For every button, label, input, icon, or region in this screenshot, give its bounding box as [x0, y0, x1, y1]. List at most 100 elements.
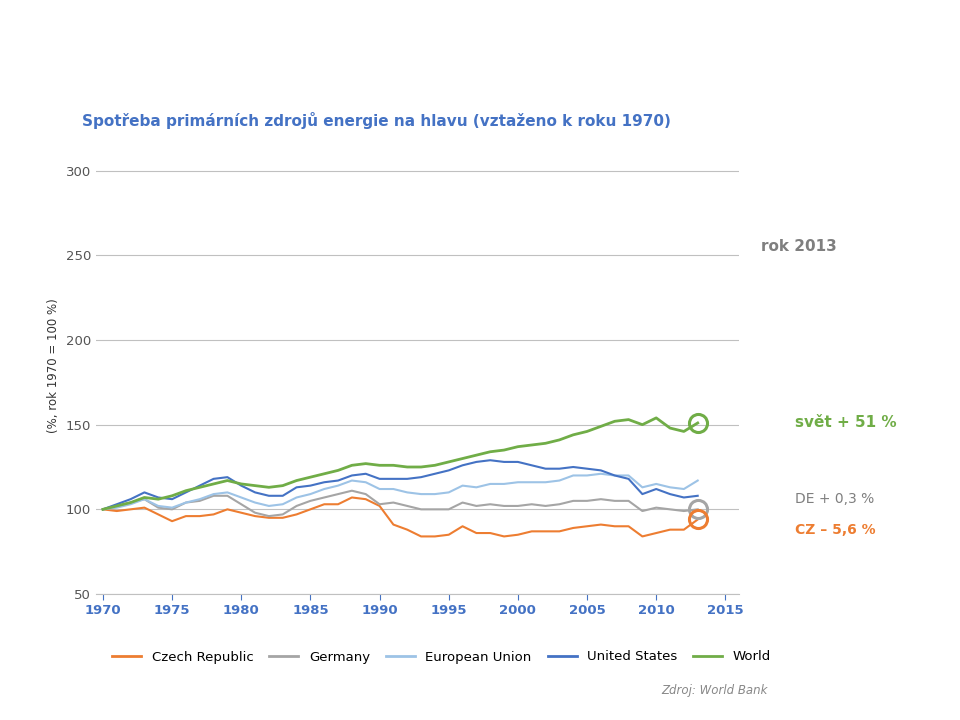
Germany — [111, 502, 123, 510]
United States — [678, 493, 689, 502]
Czech Republic — [609, 522, 620, 531]
European Union — [595, 469, 607, 478]
United States — [416, 473, 427, 482]
Czech Republic — [180, 512, 192, 521]
World — [457, 454, 468, 463]
United States — [304, 481, 316, 490]
European Union — [609, 471, 620, 480]
Czech Republic — [373, 502, 385, 510]
European Union — [125, 500, 136, 508]
United States — [332, 476, 344, 485]
European Union — [526, 478, 538, 487]
Germany — [401, 502, 413, 510]
United States — [512, 458, 523, 467]
European Union — [429, 490, 441, 498]
European Union — [250, 498, 261, 507]
Czech Republic — [250, 512, 261, 521]
Germany — [443, 505, 454, 513]
Czech Republic — [97, 505, 108, 513]
United States — [429, 469, 441, 478]
Czech Republic — [263, 513, 275, 522]
European Union — [443, 488, 454, 497]
European Union — [623, 471, 635, 480]
European Union — [194, 495, 205, 503]
United States — [651, 485, 662, 493]
United States — [485, 456, 496, 464]
Czech Republic — [512, 531, 523, 539]
World — [429, 461, 441, 469]
European Union — [470, 483, 482, 492]
European Union — [401, 488, 413, 497]
Czech Republic — [401, 526, 413, 534]
United States — [222, 473, 233, 482]
World — [664, 424, 676, 433]
Y-axis label: (%, rok 1970 = 100 %): (%, rok 1970 = 100 %) — [47, 298, 60, 433]
Germany — [347, 487, 358, 495]
Germany — [153, 503, 164, 512]
European Union — [207, 490, 219, 498]
United States — [692, 492, 704, 500]
European Union — [554, 476, 565, 485]
Germany — [235, 500, 247, 508]
Czech Republic — [595, 521, 607, 529]
Czech Republic — [291, 510, 302, 518]
United States — [153, 493, 164, 502]
Germany — [388, 498, 399, 507]
Czech Republic — [235, 508, 247, 517]
Czech Republic — [332, 500, 344, 508]
United States — [567, 463, 579, 472]
European Union — [180, 498, 192, 507]
European Union — [540, 478, 551, 487]
United States — [166, 495, 178, 503]
World — [263, 483, 275, 492]
European Union — [485, 480, 496, 488]
United States — [582, 464, 593, 473]
European Union — [636, 483, 648, 492]
European Union — [567, 471, 579, 480]
United States — [636, 490, 648, 498]
World — [125, 498, 136, 507]
European Union — [498, 480, 510, 488]
European Union — [138, 495, 150, 503]
United States — [526, 461, 538, 469]
Germany — [97, 505, 108, 513]
United States — [595, 466, 607, 474]
Czech Republic — [678, 526, 689, 534]
European Union — [97, 505, 108, 513]
World — [582, 427, 593, 436]
World — [277, 481, 289, 490]
World — [194, 483, 205, 492]
World — [235, 480, 247, 488]
Germany — [180, 498, 192, 507]
Legend: Czech Republic, Germany, European Union, United States, World: Czech Republic, Germany, European Union,… — [107, 645, 777, 669]
United States — [263, 492, 275, 500]
Germany — [360, 490, 372, 498]
Text: CZ – 5,6 %: CZ – 5,6 % — [795, 523, 876, 537]
Czech Republic — [277, 513, 289, 522]
Czech Republic — [347, 493, 358, 502]
European Union — [235, 493, 247, 502]
United States — [373, 474, 385, 483]
World — [180, 487, 192, 495]
Germany — [567, 497, 579, 505]
European Union — [319, 485, 330, 493]
European Union — [277, 500, 289, 508]
Germany — [125, 498, 136, 507]
United States — [443, 466, 454, 474]
Germany — [470, 502, 482, 510]
United States — [388, 474, 399, 483]
Czech Republic — [304, 505, 316, 513]
United States — [498, 458, 510, 467]
United States — [207, 474, 219, 483]
European Union — [263, 502, 275, 510]
European Union — [678, 485, 689, 493]
Text: rok 2013: rok 2013 — [761, 239, 837, 253]
World — [373, 461, 385, 469]
Czech Republic — [636, 532, 648, 541]
United States — [664, 490, 676, 498]
Germany — [319, 493, 330, 502]
Germany — [166, 505, 178, 513]
Czech Republic — [651, 528, 662, 537]
Czech Republic — [470, 528, 482, 537]
World — [153, 495, 164, 503]
